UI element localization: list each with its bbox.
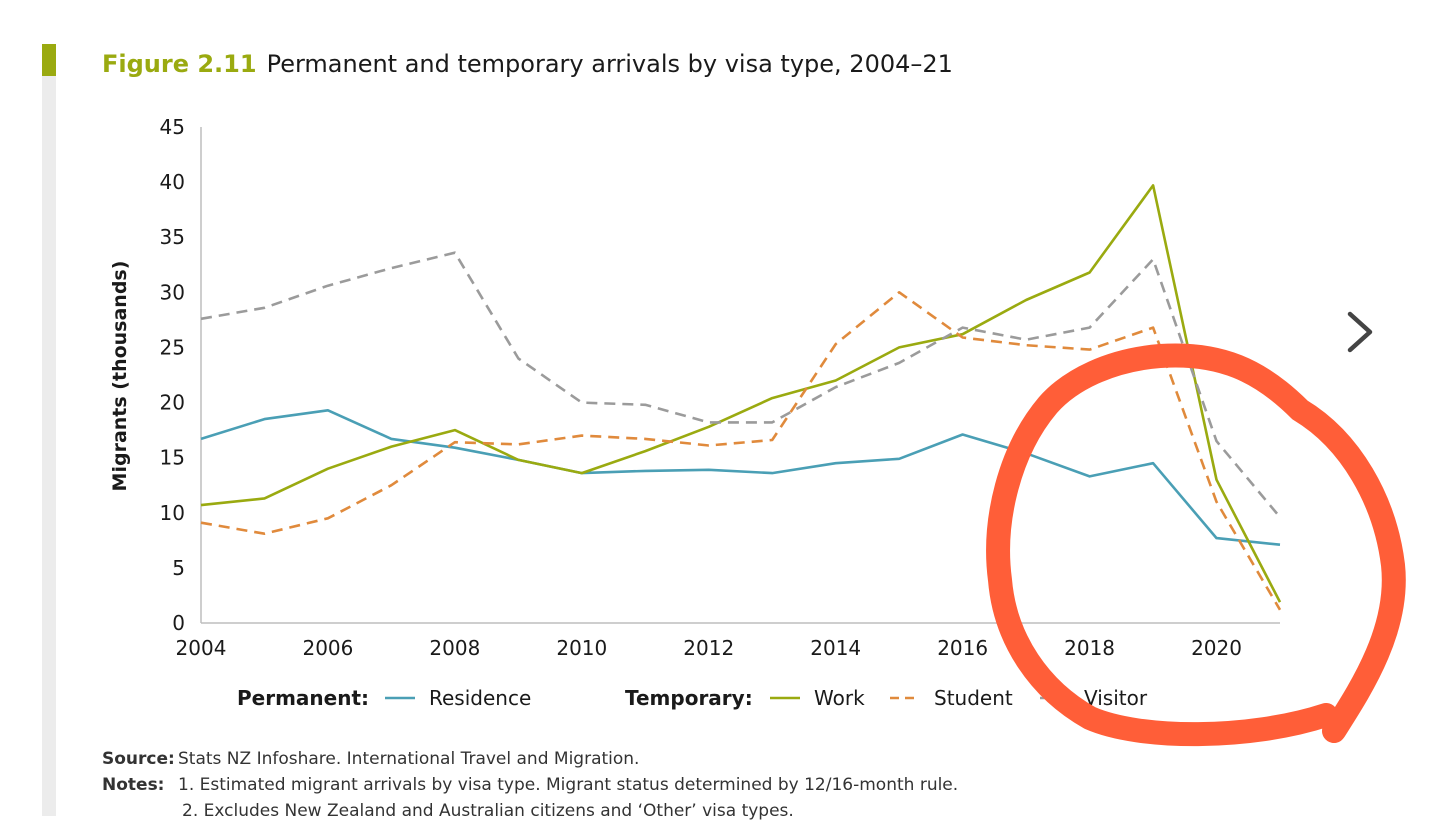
x-tick-label: 2008 xyxy=(429,636,480,660)
y-tick-label: 35 xyxy=(160,225,185,249)
figure-footer: Source: Stats NZ Infoshare. International… xyxy=(102,746,958,824)
x-tick-label: 2004 xyxy=(176,636,227,660)
y-tick-label: 10 xyxy=(160,501,185,525)
figure-label: Figure 2.11 xyxy=(102,50,257,78)
sidebar-accent xyxy=(42,44,56,76)
x-tick-label: 2016 xyxy=(937,636,988,660)
notes-line: Notes: 1. Estimated migrant arrivals by v… xyxy=(102,772,958,798)
legend-permanent-heading: Permanent: xyxy=(237,686,369,710)
series-line-visitor xyxy=(200,251,1281,519)
y-tick-label: 5 xyxy=(172,556,185,580)
y-tick-label: 0 xyxy=(172,611,185,635)
series-lines xyxy=(200,184,1282,611)
source-key: Source: xyxy=(102,749,175,769)
series-line-residence xyxy=(200,408,1281,546)
notes-key: Notes: xyxy=(102,775,165,795)
y-tick-label: 40 xyxy=(160,170,185,194)
series-line-work xyxy=(200,184,1282,603)
sidebar-strip xyxy=(42,44,56,816)
legend: Permanent: Residence Work Student Visitor Tem… xyxy=(237,686,1148,710)
x-tick-label: 2018 xyxy=(1064,636,1115,660)
note-1: 1. Estimated migrant arrivals by visa ty… xyxy=(178,775,959,795)
x-tick-label: 2020 xyxy=(1191,636,1242,660)
y-tick-label: 20 xyxy=(160,391,185,415)
y-tick-label: 45 xyxy=(160,115,185,139)
series-line-student xyxy=(200,290,1282,611)
y-axis-label: Migrants (thousands) xyxy=(109,261,131,492)
x-tick-label: 2014 xyxy=(810,636,861,660)
legend-temporary-heading: Temporary: xyxy=(625,686,753,710)
legend-label-residence: Residence xyxy=(429,686,531,710)
y-axis: 0 5 10 15 20 25 30 35 40 45 xyxy=(160,115,202,635)
hand-drawn-circle-annotation xyxy=(986,343,1406,747)
y-tick-label: 25 xyxy=(160,335,185,359)
x-tick-label: 2012 xyxy=(683,636,734,660)
x-tick-label: 2006 xyxy=(302,636,353,660)
notes-line-2: 2. Excludes New Zealand and Australian c… xyxy=(102,798,958,824)
x-axis: 2004 2006 2008 2010 2012 2014 2016 2018 2020 xyxy=(176,622,1280,660)
chevron-right-icon[interactable] xyxy=(1340,310,1380,354)
y-tick-label: 15 xyxy=(160,446,185,470)
x-tick-label: 2010 xyxy=(556,636,607,660)
figure-title-row: Figure 2.11 Permanent and temporary arriv… xyxy=(102,50,953,78)
legend-label-visitor: Visitor xyxy=(1084,686,1148,710)
y-tick-label: 30 xyxy=(160,280,185,304)
legend-label-work: Work xyxy=(814,686,865,710)
source-line: Source: Stats NZ Infoshare. International… xyxy=(102,746,958,772)
source-text: Stats NZ Infoshare. International Travel… xyxy=(178,749,640,769)
note-2: 2. Excludes New Zealand and Australian c… xyxy=(182,801,794,821)
figure-title: Permanent and temporary arrivals by visa… xyxy=(266,50,953,78)
legend-label-student: Student xyxy=(934,686,1013,710)
